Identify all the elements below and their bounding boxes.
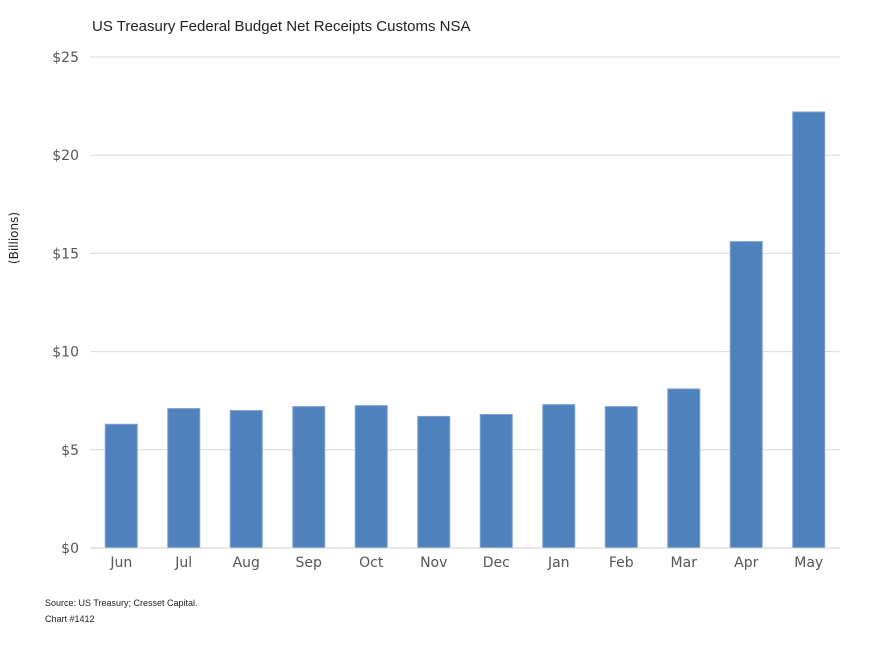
chart-title: US Treasury Federal Budget Net Receipts … [92,18,471,35]
source-note: Source: US Treasury; Cresset Capital. [45,598,198,608]
gridlines [90,56,840,451]
y-tick-label: $15 [52,246,79,262]
x-tick-label: Nov [420,555,447,571]
x-tick-label: Jan [547,555,570,571]
y-tick-label: $5 [61,443,79,459]
bar-nov [417,415,451,549]
bar-oct [354,405,388,549]
bar-dec [479,413,513,549]
bar-mar [667,388,701,549]
x-tick-label: Apr [734,555,758,571]
x-tick-label: Jul [174,555,192,571]
x-tick-label: Aug [233,555,260,571]
y-axis-tick-labels: $0 $5 $10 $15 $20 $25 [52,50,79,557]
bar-may [792,111,826,549]
bar-jun [104,423,138,549]
x-tick-label: May [794,555,823,571]
x-tick-label: Dec [483,555,510,571]
x-tick-label: Sep [296,555,323,571]
y-tick-label: $0 [61,541,79,557]
bar-jul [167,408,201,549]
bar-jan [542,404,576,549]
chart-number: Chart #1412 [45,614,95,624]
x-tick-label: Mar [671,555,698,571]
y-tick-label: $10 [52,345,79,361]
x-tick-label: Jun [109,555,132,571]
y-tick-label: $25 [52,50,79,66]
bar-aug [229,410,263,549]
x-tick-label: Feb [609,555,634,571]
y-axis-label: (Billions) [7,212,21,264]
y-tick-label: $20 [52,148,79,164]
bar-apr [729,241,763,549]
x-tick-label: Oct [359,555,384,571]
bar-feb [604,406,638,549]
bars [104,111,826,549]
bar-sep [292,406,326,549]
x-axis-tick-labels: Jun Jul Aug Sep Oct Nov Dec Jan Feb Mar Apr May [109,555,823,571]
